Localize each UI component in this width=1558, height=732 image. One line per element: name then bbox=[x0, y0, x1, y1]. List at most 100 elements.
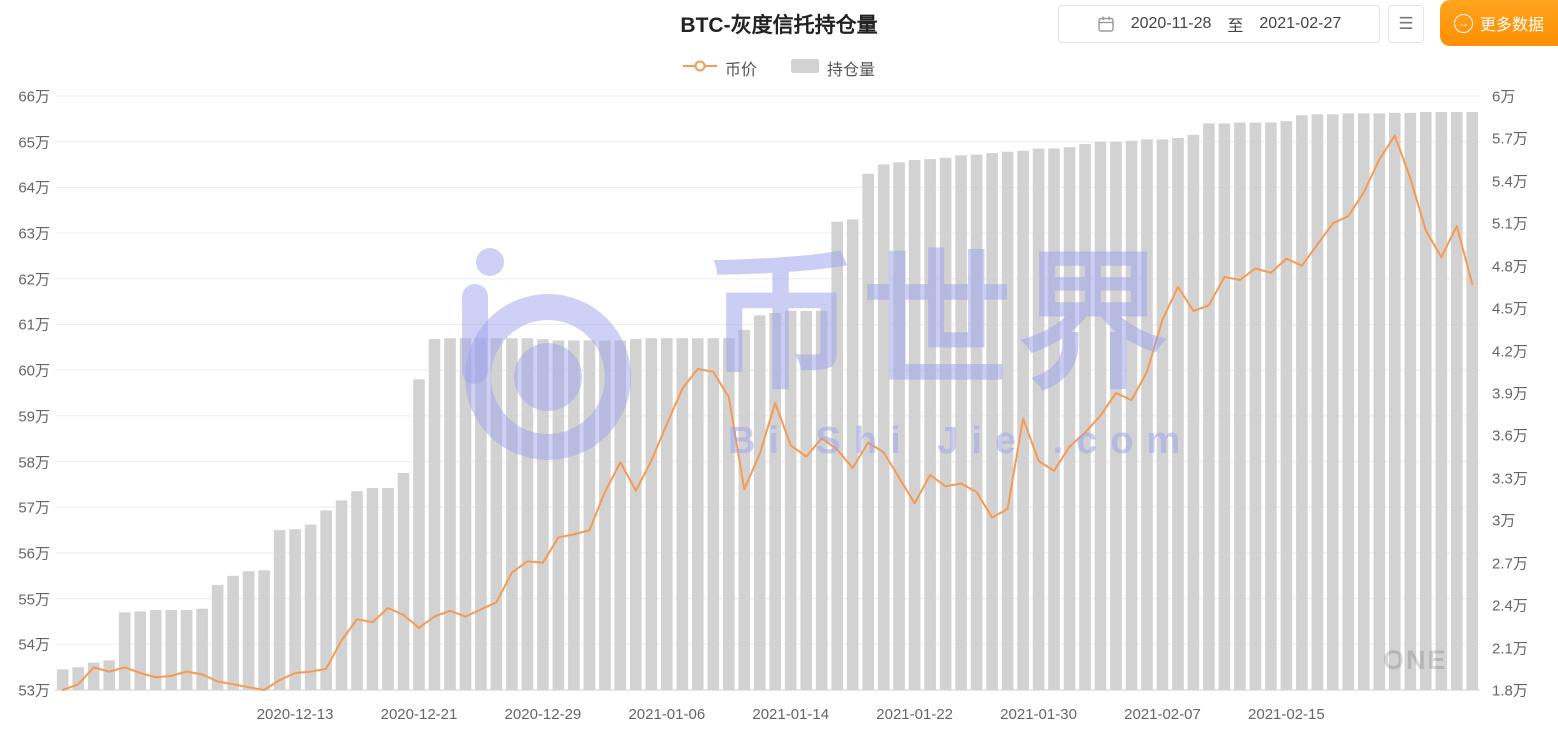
holdings-bar[interactable] bbox=[1203, 123, 1215, 690]
holdings-bar[interactable] bbox=[1451, 112, 1463, 690]
holdings-bar[interactable] bbox=[1342, 113, 1355, 690]
holdings-bar[interactable] bbox=[444, 338, 456, 690]
holdings-bars-series[interactable] bbox=[56, 112, 1478, 691]
holdings-bar[interactable] bbox=[1032, 148, 1045, 691]
holdings-bar[interactable] bbox=[273, 530, 286, 690]
legend-item-holdings[interactable]: 持仓量 bbox=[791, 56, 875, 80]
holdings-bar[interactable] bbox=[599, 340, 611, 691]
holdings-bar[interactable] bbox=[939, 157, 952, 690]
holdings-bar[interactable] bbox=[1218, 123, 1231, 690]
holdings-bar[interactable] bbox=[428, 339, 441, 690]
holdings-bar[interactable] bbox=[87, 662, 100, 690]
more-data-button[interactable]: → 更多数据 bbox=[1440, 0, 1558, 46]
holdings-bar[interactable] bbox=[413, 379, 425, 690]
holdings-bar[interactable] bbox=[846, 219, 859, 690]
holdings-bar[interactable] bbox=[1358, 113, 1370, 690]
price-line[interactable] bbox=[61, 134, 1474, 691]
holdings-bar[interactable] bbox=[614, 340, 627, 691]
holdings-bar[interactable] bbox=[1110, 141, 1122, 690]
holdings-bar[interactable] bbox=[366, 488, 379, 690]
holdings-bar[interactable] bbox=[924, 159, 936, 691]
holdings-bar[interactable] bbox=[1404, 112, 1417, 690]
holdings-bar[interactable] bbox=[242, 571, 255, 690]
holdings-bar[interactable] bbox=[537, 339, 549, 690]
holdings-bar[interactable] bbox=[1280, 121, 1293, 691]
holdings-bar[interactable] bbox=[738, 329, 751, 690]
holdings-bar[interactable] bbox=[769, 313, 781, 690]
holdings-bar[interactable] bbox=[72, 667, 84, 690]
holdings-bar[interactable] bbox=[180, 610, 193, 690]
holdings-bar[interactable] bbox=[1389, 112, 1401, 690]
holdings-bar[interactable] bbox=[475, 338, 487, 690]
holdings-bar[interactable] bbox=[723, 338, 735, 690]
holdings-bar[interactable] bbox=[661, 338, 673, 690]
holdings-bar[interactable] bbox=[1048, 148, 1060, 691]
menu-button[interactable]: ☰ bbox=[1388, 5, 1424, 43]
holdings-bar[interactable] bbox=[692, 338, 704, 690]
holdings-bar[interactable] bbox=[490, 338, 503, 690]
holdings-bar[interactable] bbox=[134, 611, 146, 690]
holdings-bar[interactable] bbox=[630, 339, 642, 690]
holdings-bar[interactable] bbox=[211, 584, 224, 690]
holdings-bar[interactable] bbox=[908, 160, 921, 690]
holdings-bar[interactable] bbox=[118, 612, 131, 690]
holdings-bar[interactable] bbox=[289, 529, 301, 690]
holdings-bar[interactable] bbox=[1466, 112, 1478, 690]
legend-item-price[interactable]: 币价 bbox=[682, 56, 757, 80]
holdings-bar[interactable] bbox=[1435, 112, 1448, 690]
holdings-bar[interactable] bbox=[753, 315, 766, 690]
holdings-bar[interactable] bbox=[1420, 112, 1432, 690]
holdings-bar[interactable] bbox=[521, 338, 534, 690]
holdings-bar[interactable] bbox=[149, 610, 162, 690]
holdings-bar[interactable] bbox=[56, 669, 69, 690]
holdings-bar[interactable] bbox=[1327, 114, 1339, 691]
holdings-bar[interactable] bbox=[1373, 113, 1386, 690]
holdings-bar[interactable] bbox=[397, 473, 410, 690]
holdings-bar[interactable] bbox=[165, 610, 177, 690]
holdings-bar[interactable] bbox=[459, 338, 472, 690]
holdings-bar[interactable] bbox=[304, 524, 317, 690]
holdings-bar[interactable] bbox=[320, 510, 332, 690]
holdings-bar[interactable] bbox=[1187, 134, 1200, 691]
holdings-bar[interactable] bbox=[382, 488, 394, 690]
holdings-bar[interactable] bbox=[335, 500, 348, 690]
holdings-bar[interactable] bbox=[568, 340, 580, 691]
holdings-bar[interactable] bbox=[1156, 139, 1169, 690]
holdings-bar[interactable] bbox=[707, 338, 720, 690]
holdings-bar[interactable] bbox=[258, 570, 270, 690]
date-end[interactable]: 2021-02-27 bbox=[1259, 15, 1342, 32]
holdings-bar[interactable] bbox=[1265, 122, 1277, 691]
holdings-bar[interactable] bbox=[831, 221, 843, 690]
holdings-bar[interactable] bbox=[1311, 114, 1324, 691]
holdings-bar[interactable] bbox=[877, 164, 890, 691]
holdings-bar[interactable] bbox=[893, 162, 905, 691]
holdings-bar[interactable] bbox=[784, 310, 797, 690]
holdings-bar[interactable] bbox=[1172, 138, 1184, 690]
holdings-bar[interactable] bbox=[955, 155, 967, 690]
date-start[interactable]: 2020-11-28 bbox=[1130, 15, 1212, 32]
holdings-bar[interactable] bbox=[1249, 122, 1262, 691]
holdings-bar[interactable] bbox=[970, 154, 983, 691]
holdings-bar[interactable] bbox=[506, 338, 518, 690]
holdings-bar[interactable] bbox=[351, 491, 363, 690]
holdings-bar[interactable] bbox=[103, 660, 115, 690]
holdings-bar[interactable] bbox=[1234, 122, 1246, 691]
holdings-bar[interactable] bbox=[1296, 115, 1308, 690]
holdings-bar[interactable] bbox=[1001, 151, 1014, 690]
holdings-bar[interactable] bbox=[1063, 147, 1076, 690]
holdings-bar[interactable] bbox=[583, 340, 596, 691]
date-range-picker[interactable]: 2020-11-28 至 2021-02-27 bbox=[1058, 5, 1380, 43]
holdings-bar[interactable] bbox=[815, 310, 828, 690]
holdings-bar[interactable] bbox=[1125, 140, 1138, 691]
holdings-bar[interactable] bbox=[1079, 144, 1091, 690]
holdings-bar[interactable] bbox=[986, 153, 998, 691]
holdings-bar[interactable] bbox=[552, 340, 565, 691]
holdings-bar[interactable] bbox=[645, 338, 658, 690]
holdings-bar[interactable] bbox=[1141, 139, 1153, 690]
holdings-bar[interactable] bbox=[676, 338, 689, 690]
holdings-bar[interactable] bbox=[227, 575, 239, 690]
holdings-bar[interactable] bbox=[196, 608, 208, 690]
holdings-bar[interactable] bbox=[800, 310, 812, 690]
holdings-bar[interactable] bbox=[862, 173, 874, 690]
